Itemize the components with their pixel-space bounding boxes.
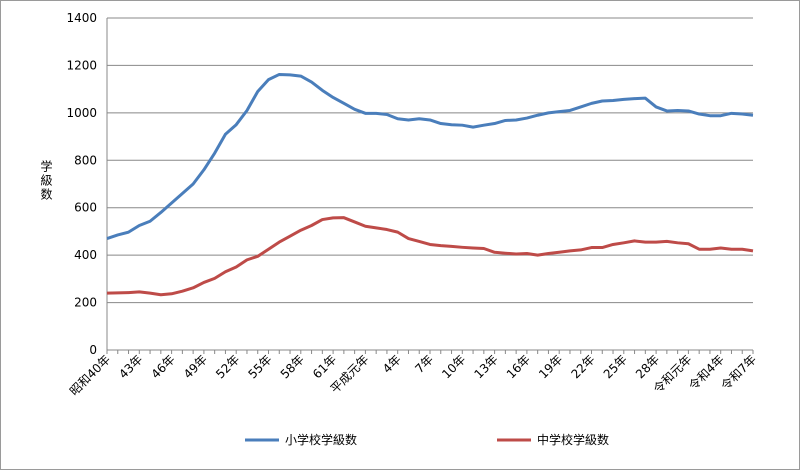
line-series	[106, 216, 754, 297]
y-tick-label: 400	[74, 248, 97, 262]
x-tick-label: 28年	[633, 352, 662, 381]
y-tick-label: 1400	[66, 11, 97, 25]
x-tick-label: 49年	[181, 352, 210, 381]
y-tick-label: 200	[74, 296, 97, 310]
x-tick-label: 令和4年	[685, 352, 726, 393]
line-series	[106, 72, 754, 240]
x-tick-label: 55年	[245, 352, 274, 381]
y-tick-label: 1000	[66, 106, 97, 120]
legend-label: 小学校学級数	[285, 432, 357, 447]
x-tick-label: 19年	[536, 352, 565, 381]
x-tick-label: 16年	[504, 352, 533, 381]
y-tick-label: 0	[89, 343, 97, 357]
x-tick-label: 61年	[310, 352, 339, 381]
x-tick-label: 令和7年	[718, 352, 759, 393]
y-tick-label: 800	[74, 153, 97, 167]
x-tick-label: 4年	[380, 352, 404, 376]
x-tick-label: 13年	[472, 352, 501, 381]
x-tick-label: 10年	[439, 352, 468, 381]
y-axis-label: 学級数	[39, 159, 53, 202]
x-tick-label: 52年	[213, 352, 242, 381]
y-tick-label: 600	[74, 201, 97, 215]
x-tick-label: 22年	[568, 352, 597, 381]
x-tick-label: 7年	[412, 352, 436, 376]
x-tick-label: 43年	[116, 352, 145, 381]
x-tick-label: 25年	[601, 352, 630, 381]
x-tick-label: 58年	[278, 352, 307, 381]
legend-label: 中学校学級数	[537, 432, 609, 447]
y-tick-label: 1200	[66, 58, 97, 72]
x-tick-label: 46年	[149, 352, 178, 381]
x-tick-label: 昭和40年	[67, 352, 113, 398]
